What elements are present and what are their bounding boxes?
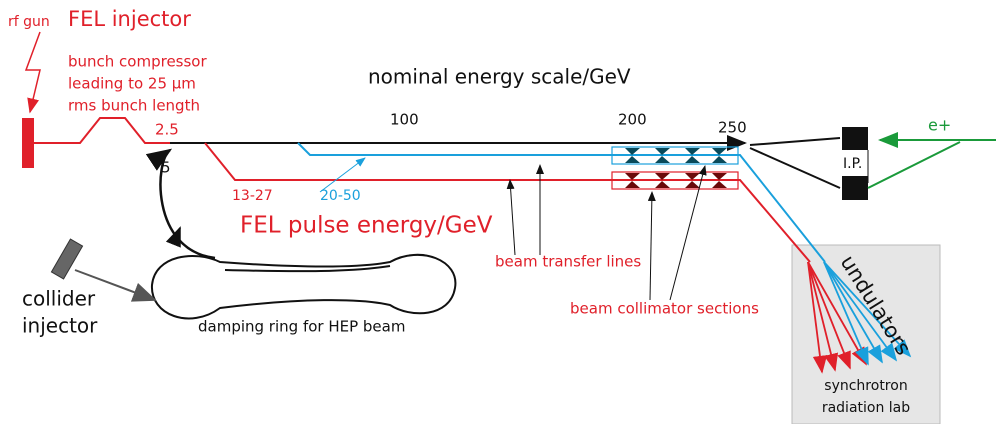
energy-mark: 250 <box>718 119 747 137</box>
compressor-text: bunch compressor <box>68 53 207 71</box>
rf-gun: rf gun <box>8 14 50 30</box>
transfer-label: beam transfer lines <box>495 253 641 271</box>
fel-injector: FEL injector <box>68 7 191 31</box>
energy-mark: 200 <box>618 111 647 129</box>
positron-label: e+ <box>928 116 951 135</box>
ip-label: I.P. <box>843 156 862 172</box>
energy-mark: 5 <box>161 159 171 177</box>
collider-label: collider <box>22 287 96 311</box>
collider-label: injector <box>22 314 98 338</box>
compressor-text: leading to 25 µm <box>68 75 196 93</box>
damping-label: damping ring for HEP beam <box>198 318 405 336</box>
collimator-label: beam collimator sections <box>570 300 759 318</box>
shapes <box>22 31 996 424</box>
fel-range: 20-50 <box>320 188 361 204</box>
energy-mark: 100 <box>390 111 419 129</box>
energy-scale-label: nominal energy scale/GeV <box>368 65 631 89</box>
energy-mark: 2.5 <box>155 121 179 139</box>
compressor-text: rms bunch length <box>68 97 200 115</box>
lab-label: radiation lab <box>822 400 910 416</box>
fel-label: FEL pulse energy/GeV <box>240 213 493 239</box>
fel-range: 13-27 <box>232 188 273 204</box>
lab-label: synchrotron <box>824 378 907 394</box>
